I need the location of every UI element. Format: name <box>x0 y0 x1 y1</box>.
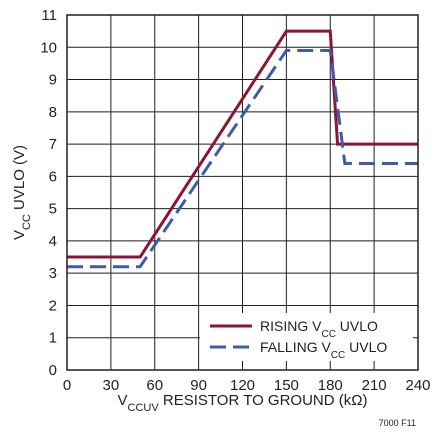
y-tick-label: 4 <box>49 233 57 250</box>
legend-rising-sub: CC <box>321 329 335 340</box>
series-line-rising <box>67 29 418 259</box>
series-line-falling <box>67 49 418 269</box>
y-tick-label: 7 <box>49 136 57 153</box>
legend-falling-rest: UVLO <box>345 339 387 355</box>
grid <box>66 14 419 371</box>
y-tick-label: 9 <box>49 72 57 89</box>
x-tick-label: 150 <box>274 377 299 394</box>
x-tick-label: 180 <box>318 377 343 394</box>
x-tick-label: 210 <box>362 377 387 394</box>
y-axis-label-sub: CC <box>21 214 33 230</box>
plot-frame <box>66 14 419 371</box>
x-axis-label-prefix: V <box>118 392 128 409</box>
y-tick-label: 6 <box>49 168 57 185</box>
y-tick-label: 11 <box>41 7 57 24</box>
x-tick-label: 90 <box>190 377 207 394</box>
y-tick-labels: 0 1 2 3 4 5 6 7 8 9 10 11 <box>40 7 57 379</box>
legend-rising-rest: UVLO <box>336 318 378 334</box>
y-axis-label: VCC UVLO (V) <box>11 145 33 240</box>
y-tick-label: 2 <box>49 297 57 314</box>
series-layer <box>67 29 418 269</box>
y-tick-label: 1 <box>49 330 57 347</box>
figure-id: 7000 F11 <box>379 418 416 428</box>
x-axis-label-sub: CCUV <box>128 402 160 414</box>
y-tick-label: 8 <box>49 104 57 121</box>
x-axis-label: VCCUV RESISTOR TO GROUND (kΩ) <box>118 392 368 414</box>
legend-falling-sub: CC <box>331 350 345 361</box>
y-tick-label: 10 <box>40 39 57 56</box>
legend-label-rising: RISING VCC UVLO <box>260 318 378 340</box>
x-tick-label: 120 <box>230 377 255 394</box>
y-tick-label: 0 <box>49 362 57 379</box>
y-axis-label-rest: UVLO (V) <box>11 145 28 214</box>
y-tick-label: 3 <box>49 265 57 282</box>
x-tick-labels: 0 30 60 90 120 150 180 210 240 <box>63 377 431 394</box>
x-tick-label: 0 <box>63 377 71 394</box>
y-axis-label-prefix: V <box>11 230 28 240</box>
legend-rising-prefix: RISING V <box>260 318 322 334</box>
y-tick-label: 5 <box>49 201 57 218</box>
legend: RISING VCC UVLO FALLING VCC UVLO <box>200 313 413 361</box>
legend-box <box>200 313 413 361</box>
x-tick-label: 60 <box>146 377 163 394</box>
legend-label-falling: FALLING VCC UVLO <box>260 339 387 361</box>
x-axis-label-rest: RESISTOR TO GROUND (kΩ) <box>159 392 368 409</box>
x-tick-label: 30 <box>103 377 120 394</box>
x-tick-label: 240 <box>405 377 430 394</box>
legend-falling-prefix: FALLING V <box>260 339 331 355</box>
